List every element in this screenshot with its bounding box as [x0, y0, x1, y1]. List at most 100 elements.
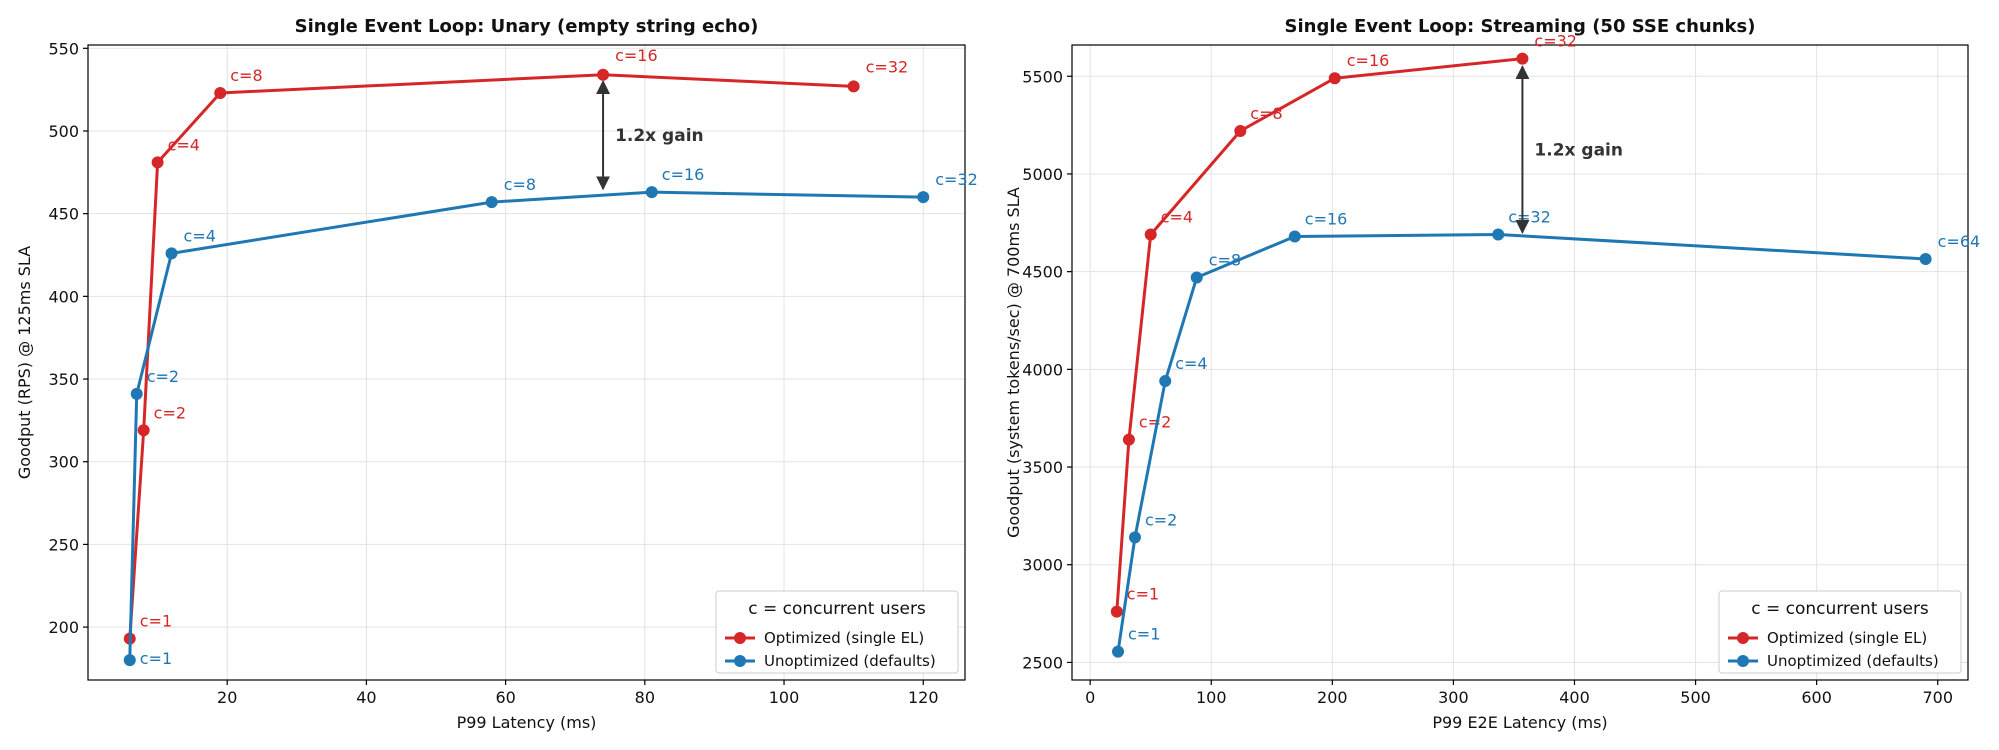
data-point-unoptimized [917, 191, 930, 204]
point-label-optimized: c=16 [1347, 51, 1390, 70]
data-point-unoptimized [123, 654, 136, 667]
point-label-optimized: c=4 [168, 135, 200, 154]
point-label-unoptimized: c=1 [140, 649, 172, 668]
data-point-unoptimized [165, 247, 178, 260]
point-label-unoptimized: c=16 [662, 165, 705, 184]
point-label-unoptimized: c=32 [935, 170, 978, 189]
y-tick-label: 5000 [1022, 165, 1063, 184]
plot-frame [1071, 44, 1969, 681]
gain-annotation: 1.2x gain [1534, 141, 1623, 161]
legend-marker-optimized [1737, 632, 1749, 644]
legend-label-optimized: Optimized (single EL) [1767, 629, 1927, 647]
legend: c = concurrent users Optimized (single EL… [1718, 590, 1962, 674]
legend-label-optimized: Optimized (single EL) [764, 629, 924, 647]
point-label-optimized: c=4 [1161, 208, 1193, 227]
y-tick-label: 250 [48, 535, 79, 554]
point-label-optimized: c=1 [1127, 585, 1159, 604]
chart-title: Single Event Loop: Unary (empty string e… [295, 16, 759, 37]
point-label-unoptimized: c=4 [184, 226, 216, 245]
unary-chart-panel: 20 40 60 80 100 120 200 250 300 350 400 450 500 550 Si… [15, 16, 978, 732]
data-point-optimized [1234, 124, 1247, 137]
y-tick-label: 450 [48, 205, 79, 224]
x-axis-label: P99 Latency (ms) [457, 713, 597, 732]
data-point-unoptimized [645, 186, 658, 199]
data-point-unoptimized [1288, 230, 1301, 243]
y-tick-label: 500 [48, 122, 79, 141]
y-tick-label: 350 [48, 370, 79, 389]
point-label-optimized: c=8 [230, 66, 262, 85]
y-tick-label: 4000 [1022, 360, 1063, 379]
point-label-optimized: c=1 [140, 612, 172, 631]
data-point-optimized [597, 68, 610, 81]
data-point-optimized [151, 156, 164, 169]
point-label-unoptimized: c=2 [147, 367, 179, 386]
streaming-chart-panel: 0 100 200 300 400 500 600 700 2500 3000 3500 4000 45… [1004, 16, 1980, 732]
legend-marker-unoptimized [734, 655, 746, 667]
legend-label-unoptimized: Unoptimized (defaults) [1767, 652, 1939, 670]
data-point-optimized [847, 80, 860, 93]
legend-label-unoptimized: Unoptimized (defaults) [764, 652, 936, 670]
point-label-unoptimized: c=4 [1175, 354, 1207, 373]
legend-title: c = concurrent users [1751, 599, 1929, 619]
data-point-optimized [1110, 605, 1123, 618]
x-tick-label: 500 [1680, 688, 1711, 707]
point-label-unoptimized: c=1 [1128, 625, 1160, 644]
y-tick-label: 550 [48, 39, 79, 58]
x-tick-label: 20 [217, 688, 237, 707]
x-tick-label: 300 [1438, 688, 1469, 707]
x-tick-label: 600 [1801, 688, 1832, 707]
series-line-optimized [128, 73, 856, 641]
legend-box [715, 590, 959, 674]
y-tick-label: 3000 [1022, 556, 1063, 575]
point-label-unoptimized: c=8 [1209, 251, 1241, 270]
point-label-unoptimized: c=8 [504, 175, 536, 194]
legend-box [1718, 590, 1962, 674]
x-axis-label: P99 E2E Latency (ms) [1432, 713, 1607, 732]
data-point-unoptimized [1128, 531, 1141, 544]
y-axis-label: Goodput (RPS) @ 125ms SLA [15, 246, 34, 479]
data-point-optimized [1516, 52, 1529, 65]
data-point-unoptimized [130, 387, 143, 400]
gain-annotation: 1.2x gain [615, 126, 704, 146]
x-tick-label: 200 [1317, 688, 1348, 707]
x-tick-label: 100 [1196, 688, 1227, 707]
point-label-optimized: c=8 [1250, 104, 1282, 123]
data-point-unoptimized [1919, 252, 1932, 265]
x-tick-label: 120 [908, 688, 939, 707]
data-point-optimized [1144, 228, 1157, 241]
point-label-unoptimized: c=32 [1508, 208, 1551, 227]
y-tick-label: 3500 [1022, 458, 1063, 477]
data-point-unoptimized [485, 196, 498, 209]
point-label-unoptimized: c=64 [1938, 232, 1981, 251]
point-label-optimized: c=32 [866, 57, 909, 76]
data-point-unoptimized [1159, 375, 1172, 388]
data-point-unoptimized [1190, 271, 1203, 284]
data-point-unoptimized [1492, 228, 1505, 241]
x-tick-label: 60 [495, 688, 515, 707]
y-tick-label: 400 [48, 287, 79, 306]
x-tick-label: 80 [635, 688, 655, 707]
x-tick-label: 700 [1922, 688, 1953, 707]
point-label-unoptimized: c=16 [1305, 209, 1348, 228]
data-point-unoptimized [1112, 645, 1125, 658]
series-line-optimized [1115, 57, 1524, 614]
x-tick-label: 40 [356, 688, 376, 707]
legend-title: c = concurrent users [748, 599, 926, 619]
y-tick-label: 2500 [1022, 653, 1063, 672]
data-point-optimized [214, 86, 227, 99]
y-axis-label: Goodput (system tokens/sec) @ 700ms SLA [1004, 187, 1023, 538]
data-point-optimized [1122, 433, 1135, 446]
x-tick-label: 100 [769, 688, 800, 707]
y-tick-label: 5500 [1022, 67, 1063, 86]
data-point-optimized [1328, 72, 1341, 85]
series-line-unoptimized [1116, 233, 1928, 654]
data-point-optimized [137, 424, 150, 437]
point-label-optimized: c=16 [615, 46, 658, 65]
legend: c = concurrent users Optimized (single EL… [715, 590, 959, 674]
plot-frame [87, 44, 966, 681]
point-label-unoptimized: c=2 [1145, 510, 1177, 529]
point-label-optimized: c=2 [1139, 413, 1171, 432]
point-label-optimized: c=32 [1534, 32, 1577, 51]
point-label-optimized: c=2 [154, 403, 186, 422]
legend-marker-optimized [734, 632, 746, 644]
